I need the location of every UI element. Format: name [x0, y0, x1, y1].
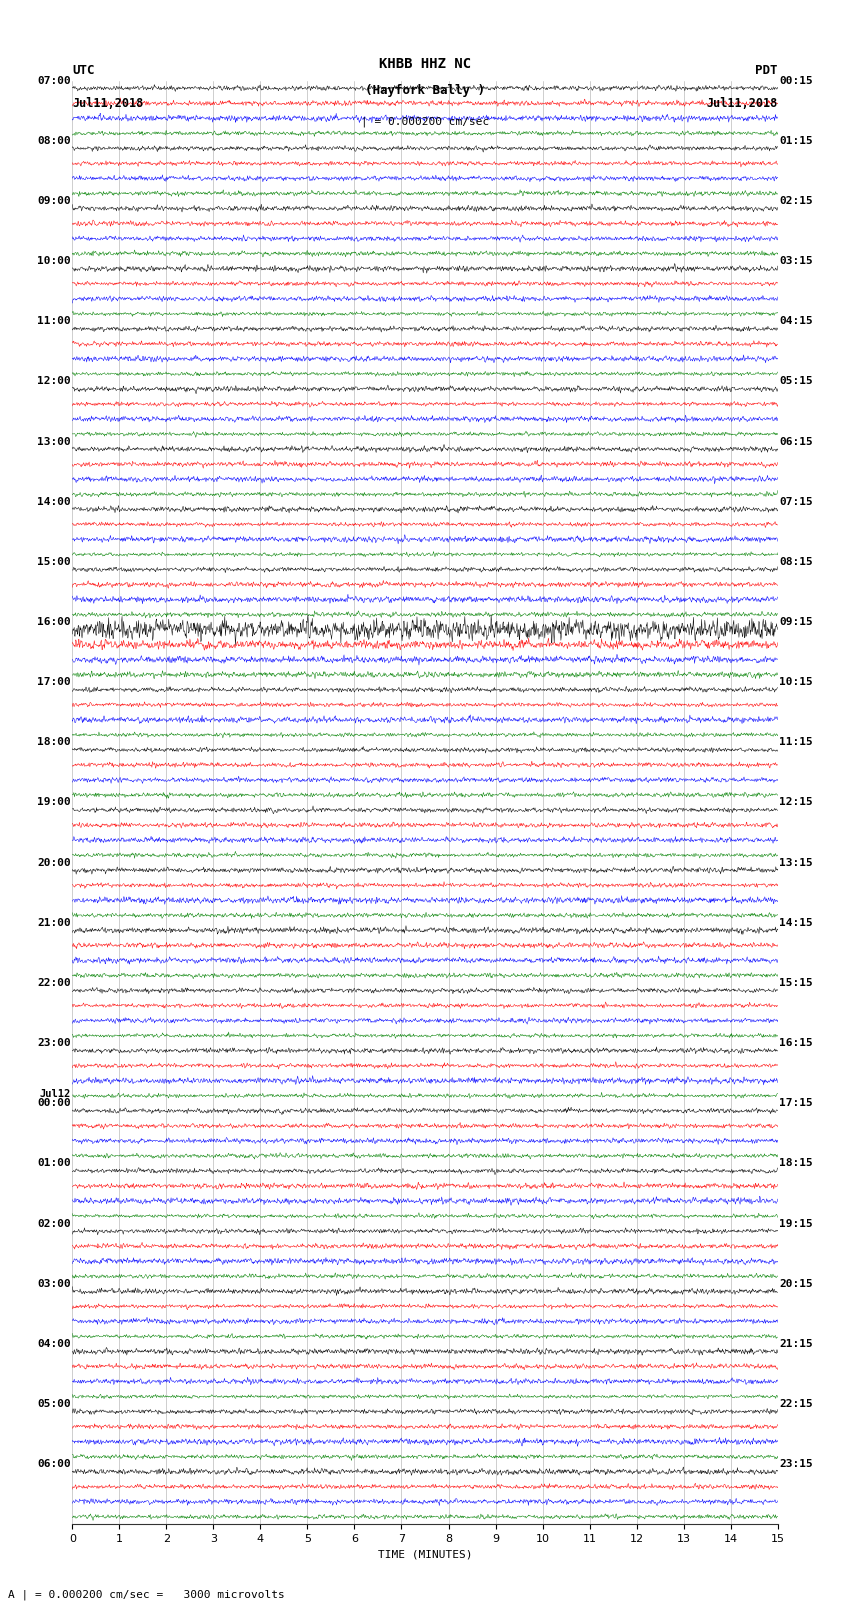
Text: 00:00: 00:00: [37, 1098, 71, 1108]
Text: 14:15: 14:15: [779, 918, 813, 927]
Text: 18:15: 18:15: [779, 1158, 813, 1168]
Text: 04:00: 04:00: [37, 1339, 71, 1348]
Text: Jul11,2018: Jul11,2018: [72, 97, 144, 110]
Text: 23:15: 23:15: [779, 1460, 813, 1469]
Text: 02:15: 02:15: [779, 195, 813, 206]
Text: 15:00: 15:00: [37, 556, 71, 566]
Text: 13:15: 13:15: [779, 858, 813, 868]
Text: 12:15: 12:15: [779, 797, 813, 808]
Text: 19:15: 19:15: [779, 1218, 813, 1229]
Text: 15:15: 15:15: [779, 977, 813, 987]
Text: 22:15: 22:15: [779, 1398, 813, 1410]
Text: 12:00: 12:00: [37, 376, 71, 387]
Text: 07:00: 07:00: [37, 76, 71, 85]
Text: 09:15: 09:15: [779, 618, 813, 627]
Text: 21:15: 21:15: [779, 1339, 813, 1348]
Text: Jul11,2018: Jul11,2018: [706, 97, 778, 110]
Text: 14:00: 14:00: [37, 497, 71, 506]
Text: 08:00: 08:00: [37, 135, 71, 145]
X-axis label: TIME (MINUTES): TIME (MINUTES): [377, 1550, 473, 1560]
Text: KHBB HHZ NC: KHBB HHZ NC: [379, 56, 471, 71]
Text: UTC: UTC: [72, 65, 94, 77]
Text: 18:00: 18:00: [37, 737, 71, 747]
Text: 10:00: 10:00: [37, 256, 71, 266]
Text: 20:15: 20:15: [779, 1279, 813, 1289]
Text: 16:00: 16:00: [37, 618, 71, 627]
Text: 17:00: 17:00: [37, 677, 71, 687]
Text: PDT: PDT: [756, 65, 778, 77]
Text: Jul12: Jul12: [40, 1089, 71, 1098]
Text: 16:15: 16:15: [779, 1039, 813, 1048]
Text: 05:15: 05:15: [779, 376, 813, 387]
Text: 03:15: 03:15: [779, 256, 813, 266]
Text: 22:00: 22:00: [37, 977, 71, 987]
Text: 13:00: 13:00: [37, 437, 71, 447]
Text: (Hayfork Bally ): (Hayfork Bally ): [365, 84, 485, 97]
Text: 01:00: 01:00: [37, 1158, 71, 1168]
Text: 11:15: 11:15: [779, 737, 813, 747]
Text: 04:15: 04:15: [779, 316, 813, 326]
Text: 23:00: 23:00: [37, 1039, 71, 1048]
Text: 07:15: 07:15: [779, 497, 813, 506]
Text: 09:00: 09:00: [37, 195, 71, 206]
Text: 08:15: 08:15: [779, 556, 813, 566]
Text: 20:00: 20:00: [37, 858, 71, 868]
Text: 19:00: 19:00: [37, 797, 71, 808]
Text: | = 0.000200 cm/sec: | = 0.000200 cm/sec: [361, 116, 489, 127]
Text: 06:15: 06:15: [779, 437, 813, 447]
Text: 10:15: 10:15: [779, 677, 813, 687]
Text: A | = 0.000200 cm/sec =   3000 microvolts: A | = 0.000200 cm/sec = 3000 microvolts: [8, 1589, 286, 1600]
Text: 17:15: 17:15: [779, 1098, 813, 1108]
Text: 05:00: 05:00: [37, 1398, 71, 1410]
Text: 02:00: 02:00: [37, 1218, 71, 1229]
Text: 06:00: 06:00: [37, 1460, 71, 1469]
Text: 00:15: 00:15: [779, 76, 813, 85]
Text: 11:00: 11:00: [37, 316, 71, 326]
Text: 21:00: 21:00: [37, 918, 71, 927]
Text: 01:15: 01:15: [779, 135, 813, 145]
Text: 03:00: 03:00: [37, 1279, 71, 1289]
